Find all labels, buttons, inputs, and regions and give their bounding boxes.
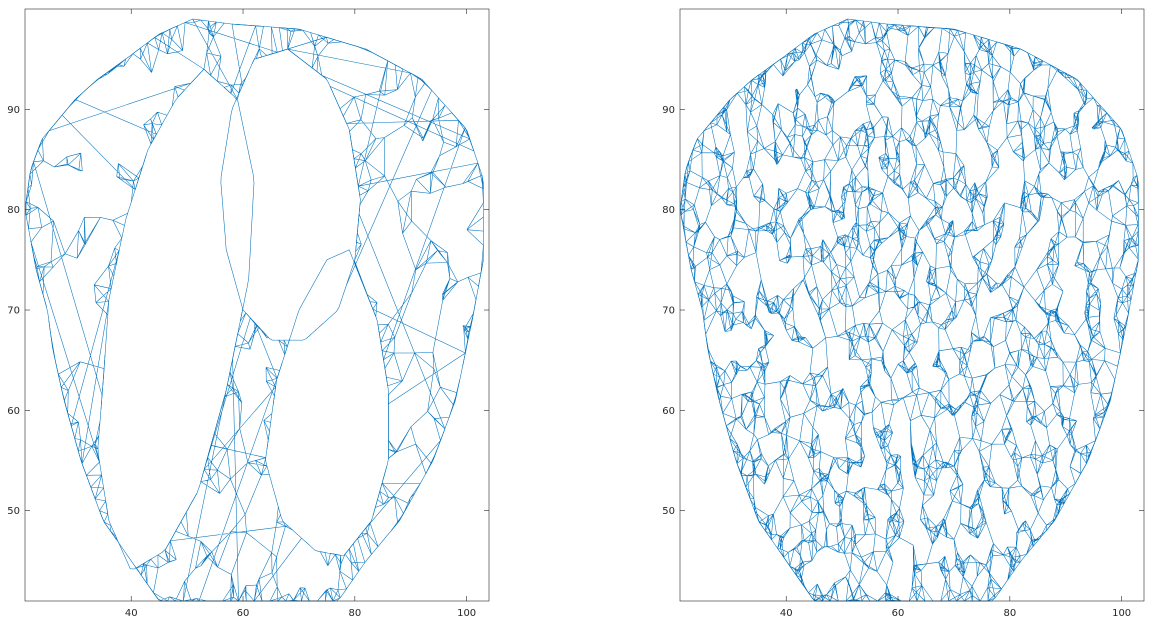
x-tick-label: 60 xyxy=(237,608,250,619)
mesh-boundary xyxy=(679,18,1139,602)
y-tick-label: 80 xyxy=(662,205,675,216)
right-axes-box xyxy=(679,8,1145,602)
left-ticks: 40 60 80 100 50 60 70 80 90 xyxy=(7,9,489,619)
mesh-boundary xyxy=(97,68,255,570)
y-tick-label: 80 xyxy=(7,205,20,216)
x-tick-label: 60 xyxy=(892,608,905,619)
y-tick-label: 60 xyxy=(662,406,675,417)
mesh-boundary xyxy=(265,249,389,556)
y-tick-label: 70 xyxy=(662,306,675,317)
left-axes-box xyxy=(24,8,490,602)
y-tick-label: 70 xyxy=(7,306,20,317)
y-tick-label: 90 xyxy=(662,105,675,116)
x-tick-label: 80 xyxy=(348,608,361,619)
x-tick-label: 100 xyxy=(457,608,476,619)
mesh-boundary xyxy=(24,18,484,602)
y-tick-label: 50 xyxy=(7,506,20,517)
mesh-edges xyxy=(25,18,484,602)
right-mesh xyxy=(679,18,1139,602)
y-tick-label: 90 xyxy=(7,105,20,116)
x-tick-label: 40 xyxy=(780,608,793,619)
y-tick-label: 60 xyxy=(7,406,20,417)
right-ticks: 40 60 80 100 50 60 70 80 90 xyxy=(662,9,1144,619)
right-axes: 40 60 80 100 50 60 70 80 90 xyxy=(662,8,1145,619)
x-tick-label: 80 xyxy=(1003,608,1016,619)
mesh-boundary xyxy=(220,48,361,341)
left-mesh xyxy=(24,18,484,602)
x-tick-label: 40 xyxy=(125,608,138,619)
y-tick-label: 50 xyxy=(662,506,675,517)
x-tick-label: 100 xyxy=(1112,608,1131,619)
left-axes: 40 60 80 100 50 60 70 80 90 xyxy=(7,8,490,619)
mesh-edges xyxy=(680,18,1139,602)
